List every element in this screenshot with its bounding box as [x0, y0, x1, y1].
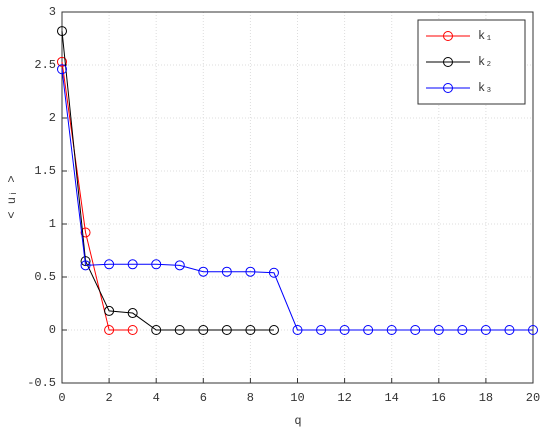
marker: [80, 227, 91, 238]
marker: [457, 325, 468, 335]
marker: [386, 325, 397, 335]
marker: [57, 26, 67, 37]
y-tick-label: 3: [49, 5, 56, 19]
x-tick-label: 6: [200, 391, 207, 405]
x-tick-label: 0: [58, 391, 65, 405]
x-tick-label: 8: [247, 391, 254, 405]
legend-marker: [443, 83, 453, 93]
marker: [198, 325, 209, 335]
plot-frame: [61, 11, 534, 384]
marker: [151, 325, 162, 335]
x-tick-label: 12: [337, 391, 351, 405]
series-line: [61, 31, 274, 331]
marker: [316, 325, 327, 335]
y-tick-label: 0: [49, 323, 56, 337]
x-tick-label: 16: [432, 391, 446, 405]
y-tick-label: 2.5: [34, 58, 56, 72]
marker: [127, 308, 138, 319]
marker: [127, 259, 138, 270]
marker: [221, 266, 232, 277]
x-tick-label: 4: [153, 391, 160, 405]
marker: [504, 325, 515, 335]
marker: [433, 325, 444, 335]
marker: [410, 325, 421, 335]
x-tick-label: 2: [105, 391, 112, 405]
marker: [174, 260, 185, 271]
marker: [104, 259, 115, 270]
legend-marker: [443, 57, 453, 67]
legend-marker: [443, 31, 453, 41]
marker: [480, 325, 491, 335]
y-tick-label: 1: [49, 217, 56, 231]
x-tick-label: 18: [479, 391, 493, 405]
marker: [268, 325, 279, 335]
marker: [80, 260, 91, 271]
series-line: [61, 69, 533, 331]
marker: [221, 325, 232, 335]
y-tick-label: 1.5: [34, 164, 56, 178]
legend-label: k₃: [478, 81, 492, 95]
x-tick-label: 14: [384, 391, 398, 405]
marker: [104, 305, 115, 316]
marker: [528, 325, 538, 335]
marker: [127, 325, 138, 335]
marker: [198, 266, 209, 277]
y-axis-label: < uᵢ >: [5, 175, 19, 218]
marker: [339, 325, 350, 335]
marker: [151, 259, 162, 270]
legend-label: k₁: [478, 29, 492, 43]
marker: [57, 56, 67, 67]
x-tick-label: 10: [290, 391, 304, 405]
marker: [245, 266, 256, 277]
marker: [245, 325, 256, 335]
marker: [292, 325, 303, 335]
marker: [57, 64, 67, 75]
y-tick-label: 2: [49, 111, 56, 125]
marker: [174, 325, 185, 335]
x-axis-label: q: [294, 414, 301, 428]
marker: [268, 267, 279, 278]
y-tick-label: 0.5: [34, 270, 56, 284]
series-line: [61, 61, 133, 331]
marker: [104, 325, 115, 335]
y-tick-label: -0.5: [27, 376, 56, 390]
x-tick-label: 20: [526, 391, 540, 405]
marker: [363, 325, 374, 335]
legend-label: k₂: [478, 55, 492, 69]
